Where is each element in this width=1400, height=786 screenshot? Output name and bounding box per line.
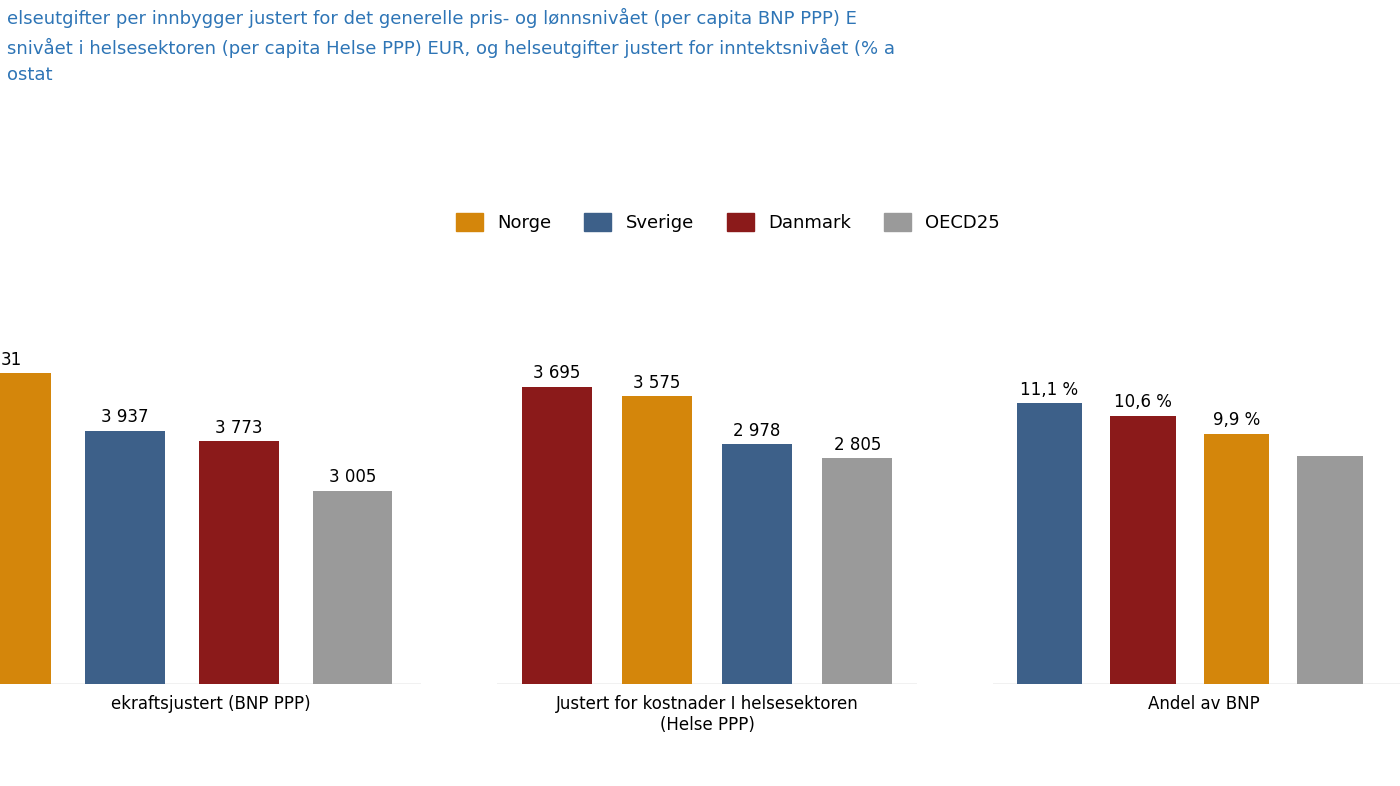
Text: elseutgifter per innbygger justert for det generelle pris- og lønnsnivået (per c: elseutgifter per innbygger justert for d…	[7, 8, 895, 84]
Text: 2 978: 2 978	[734, 422, 781, 440]
Text: 11,1 %: 11,1 %	[1021, 380, 1078, 399]
Bar	[522, 387, 592, 684]
Text: 31: 31	[1, 351, 22, 369]
X-axis label: Andel av BNP: Andel av BNP	[1148, 695, 1260, 713]
Bar	[1110, 416, 1176, 684]
Text: 3 773: 3 773	[216, 419, 263, 436]
X-axis label: Justert for kostnader I helsesektoren
(Helse PPP): Justert for kostnader I helsesektoren (H…	[556, 695, 858, 734]
Text: 10,6 %: 10,6 %	[1114, 394, 1172, 411]
Bar	[722, 444, 792, 684]
Bar	[312, 490, 392, 684]
Bar	[199, 441, 279, 684]
Text: 3 005: 3 005	[329, 468, 377, 486]
Bar	[0, 373, 52, 684]
Bar	[85, 431, 165, 684]
Bar	[622, 396, 692, 684]
Text: 2 805: 2 805	[833, 435, 881, 454]
Bar	[822, 458, 892, 684]
Text: 9,9 %: 9,9 %	[1212, 411, 1260, 429]
Bar	[1204, 434, 1268, 684]
Text: 3 937: 3 937	[101, 408, 148, 426]
Bar	[1298, 457, 1362, 684]
X-axis label: ekraftsjustert (BNP PPP): ekraftsjustert (BNP PPP)	[111, 695, 311, 713]
Text: 3 575: 3 575	[633, 374, 680, 392]
Text: 3 695: 3 695	[533, 364, 581, 382]
Legend: Norge, Sverige, Danmark, OECD25: Norge, Sverige, Danmark, OECD25	[449, 205, 1007, 239]
Bar	[1016, 403, 1082, 684]
